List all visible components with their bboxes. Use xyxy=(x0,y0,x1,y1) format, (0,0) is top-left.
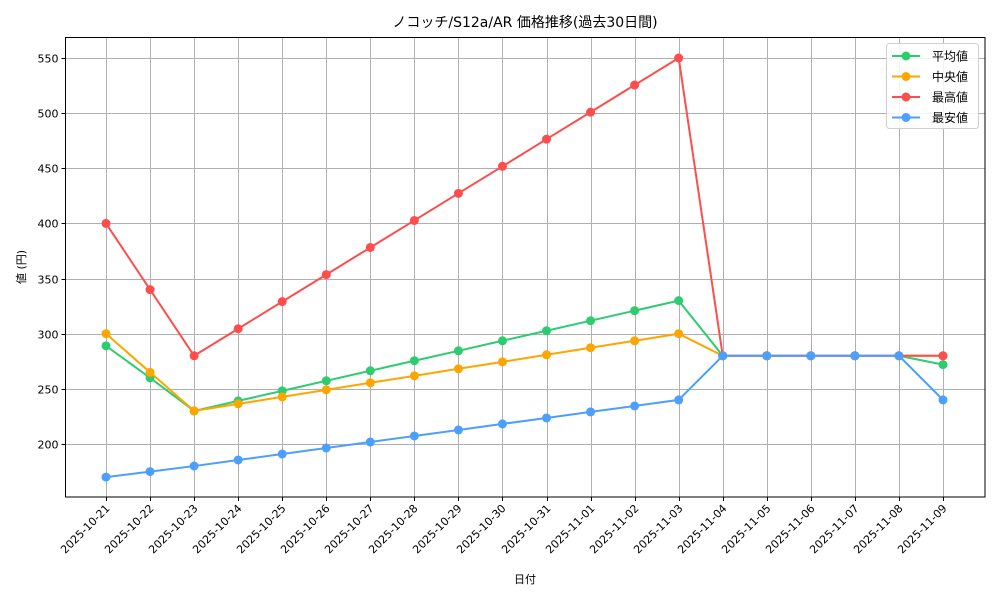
data-point xyxy=(409,431,419,441)
data-point xyxy=(894,351,904,361)
data-series xyxy=(101,53,948,482)
data-point xyxy=(189,406,199,416)
series-path xyxy=(105,354,944,479)
data-point xyxy=(101,341,111,351)
data-point xyxy=(145,467,155,477)
chart-title: ノコッチ/S12a/AR 価格推移(過去30日間) xyxy=(392,15,657,31)
legend-label: 最安値 xyxy=(932,110,968,125)
data-point xyxy=(277,392,287,402)
legend-marker xyxy=(901,51,911,61)
data-point xyxy=(321,385,331,395)
data-point xyxy=(409,371,419,381)
data-point xyxy=(806,351,816,361)
data-point xyxy=(189,351,199,361)
data-point xyxy=(586,343,596,353)
data-point xyxy=(409,215,419,225)
data-point xyxy=(938,395,948,405)
y-tick-label: 500 xyxy=(38,108,59,121)
data-point xyxy=(365,242,375,252)
data-point xyxy=(145,367,155,377)
data-point xyxy=(674,395,684,405)
data-point xyxy=(674,329,684,339)
legend-label: 平均値 xyxy=(932,49,968,64)
y-tick-label: 450 xyxy=(38,163,59,176)
data-point xyxy=(321,376,331,386)
legend-marker xyxy=(901,92,911,102)
data-point xyxy=(938,351,948,361)
data-point xyxy=(321,270,331,280)
data-point xyxy=(101,218,111,228)
data-point xyxy=(762,351,772,361)
x-axis-label: 日付 xyxy=(514,573,536,586)
data-point xyxy=(586,407,596,417)
data-point xyxy=(189,461,199,471)
data-point xyxy=(850,351,860,361)
data-point xyxy=(630,80,640,90)
data-point xyxy=(277,449,287,459)
legend-label: 最高値 xyxy=(932,90,968,105)
y-axis-label: 値 (円) xyxy=(15,250,28,284)
data-point xyxy=(497,419,507,429)
data-point xyxy=(453,188,463,198)
series-path xyxy=(105,56,943,358)
series-line xyxy=(101,53,948,361)
data-point xyxy=(586,316,596,326)
data-point xyxy=(453,425,463,435)
data-point xyxy=(718,351,728,361)
series-path xyxy=(105,332,943,412)
data-point xyxy=(630,401,640,411)
data-point xyxy=(497,336,507,346)
y-tick-label: 550 xyxy=(38,53,59,66)
data-point xyxy=(233,455,243,465)
data-point xyxy=(277,297,287,307)
y-tick-label: 250 xyxy=(38,384,59,397)
data-point xyxy=(630,336,640,346)
data-point xyxy=(674,296,684,306)
data-point xyxy=(145,285,155,295)
y-axis-ticks: 200 250 300 350 400 450 500 550 xyxy=(38,53,66,452)
legend-marker xyxy=(901,113,911,122)
y-tick-label: 200 xyxy=(38,439,59,452)
data-point xyxy=(365,437,375,447)
y-tick-label: 400 xyxy=(38,218,59,231)
data-point xyxy=(497,357,507,367)
data-point xyxy=(497,161,507,171)
data-point xyxy=(542,326,552,336)
y-tick-label: 300 xyxy=(38,329,59,342)
y-tick-label: 350 xyxy=(38,274,59,287)
data-point xyxy=(453,364,463,374)
legend-marker xyxy=(901,72,911,81)
data-point xyxy=(453,346,463,356)
data-point xyxy=(674,53,684,63)
legend-box xyxy=(886,43,979,129)
data-point xyxy=(233,399,243,409)
data-point xyxy=(630,306,640,316)
data-point xyxy=(101,329,111,339)
data-point xyxy=(542,413,552,423)
data-point xyxy=(938,360,948,370)
grid-lines xyxy=(65,37,985,497)
data-point xyxy=(321,443,331,453)
data-point xyxy=(365,378,375,388)
data-point xyxy=(542,134,552,144)
data-point xyxy=(409,356,419,366)
data-point xyxy=(365,366,375,376)
series-line xyxy=(101,351,948,482)
data-point xyxy=(101,472,111,482)
x-axis-ticks: 2025-10-212025-10-222025-10-232025-10-24… xyxy=(58,497,950,556)
data-point xyxy=(233,324,243,334)
legend-label: 中央値 xyxy=(932,69,968,84)
plot-frame xyxy=(65,37,986,498)
data-point xyxy=(586,107,596,117)
data-point xyxy=(542,350,552,360)
